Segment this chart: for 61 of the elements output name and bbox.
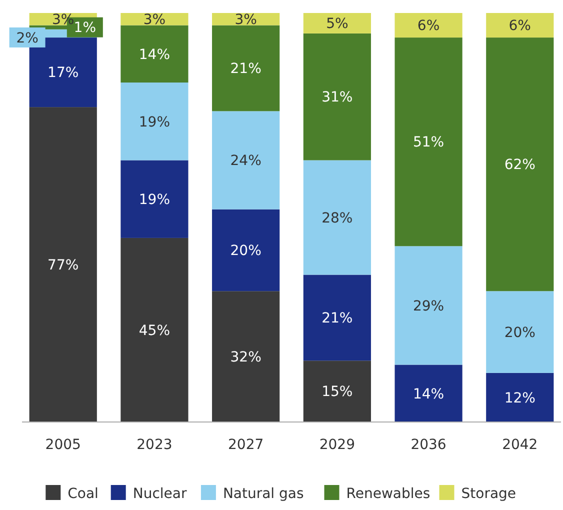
data-label: 19%: [138, 114, 170, 130]
legend-label: Renewables: [346, 486, 430, 502]
bar: [486, 291, 554, 373]
bar: [120, 13, 188, 26]
bar: [394, 38, 462, 246]
data-label: 51%: [412, 134, 444, 151]
data-label: 2%: [16, 30, 38, 46]
data-label: 15%: [322, 384, 353, 400]
bar: [394, 13, 462, 38]
data-label: 14%: [412, 386, 444, 402]
legend-label: Natural gas: [222, 486, 304, 502]
bar: [120, 160, 188, 238]
bar: [303, 160, 371, 275]
bar: [394, 364, 462, 422]
x-tick-label: 2005: [45, 437, 81, 453]
bar: [486, 38, 554, 292]
bar: [120, 238, 188, 422]
data-label: 19%: [138, 192, 170, 208]
bar: [303, 13, 371, 34]
x-tick-label: 2029: [319, 437, 355, 453]
data-label: 12%: [504, 390, 536, 406]
bar: [212, 111, 280, 210]
data-label: 1%: [74, 20, 96, 36]
bar: [486, 372, 554, 422]
data-label: 5%: [326, 16, 348, 32]
bar: [212, 25, 280, 112]
bar: [303, 274, 371, 361]
bar: [120, 82, 188, 160]
x-tick-label: 2023: [136, 437, 172, 453]
data-label: 17%: [48, 65, 79, 82]
data-label: 77%: [48, 257, 79, 274]
data-label: 6%: [508, 18, 531, 34]
data-label: 21%: [230, 61, 262, 78]
data-label: 32%: [230, 349, 262, 366]
bar: [486, 13, 554, 38]
legend-label: Coal: [68, 486, 98, 502]
bar: [303, 33, 371, 160]
bar: [303, 360, 371, 422]
data-label: 21%: [322, 310, 353, 327]
data-label: 45%: [138, 322, 170, 339]
x-tick-label: 2036: [410, 437, 446, 453]
data-label: 29%: [412, 298, 444, 314]
data-label: 31%: [322, 90, 353, 106]
data-label: 3%: [234, 12, 257, 28]
legend-label: Storage: [461, 486, 516, 502]
bar: [212, 291, 280, 422]
data-label: 14%: [138, 46, 170, 63]
data-label: 6%: [417, 18, 440, 34]
bar: [212, 209, 280, 292]
data-label: 62%: [504, 157, 536, 174]
x-tick-label: 2042: [502, 437, 538, 453]
data-label: 20%: [230, 243, 262, 260]
x-tick-label: 2027: [228, 437, 264, 453]
legend-label: Nuclear: [132, 486, 187, 502]
bar: [394, 246, 462, 365]
data-label: 24%: [230, 153, 262, 170]
bar: [29, 107, 97, 422]
data-label: 28%: [322, 210, 353, 226]
bar: [120, 25, 188, 83]
data-label: 20%: [504, 324, 536, 341]
data-label: 3%: [143, 12, 166, 28]
